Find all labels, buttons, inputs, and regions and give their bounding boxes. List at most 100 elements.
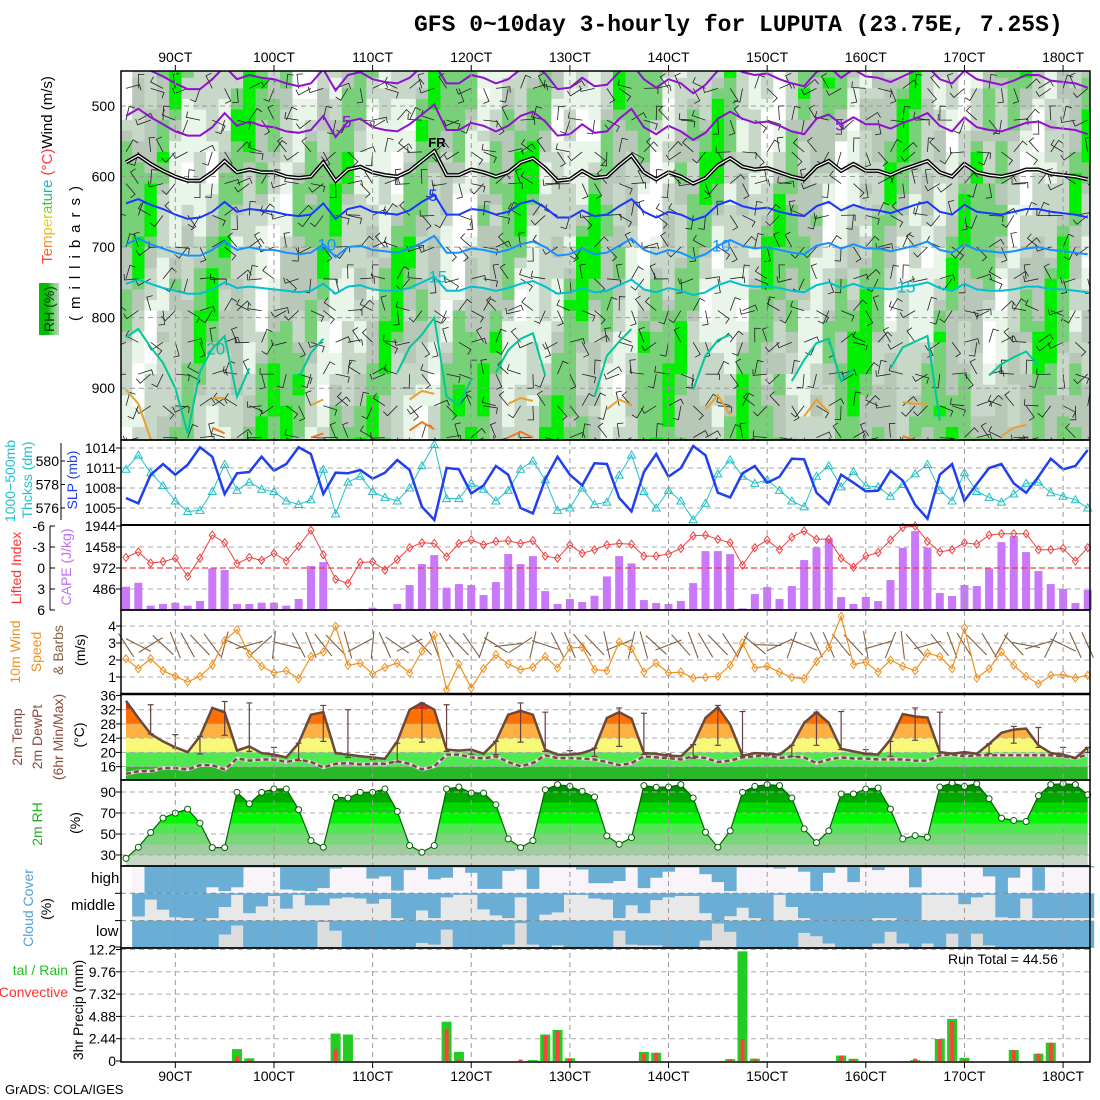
isotherm-line (297, 338, 325, 379)
rh-cell (465, 278, 478, 290)
rh-cell (835, 173, 848, 184)
rh-cell (317, 98, 330, 110)
rh-cell (662, 215, 676, 227)
rh-cell (1044, 183, 1058, 195)
rh-marker (196, 819, 204, 827)
rh-cell (1069, 278, 1082, 290)
rh-cell (896, 395, 910, 407)
rh-cell (329, 236, 343, 248)
rh-cell (551, 363, 565, 375)
rh-cell (329, 363, 343, 375)
rh-cell (982, 236, 996, 248)
rh-cell (847, 257, 861, 269)
rh-cell (921, 405, 935, 417)
wind-barb (668, 398, 684, 407)
rh-cell (995, 71, 1009, 79)
rh-cell (267, 278, 281, 290)
cloud-middle-bar (526, 893, 540, 921)
rh-cell (970, 321, 984, 333)
wind-barb (829, 170, 842, 184)
wind-barb (418, 87, 435, 94)
cloud-high-bar (847, 866, 860, 883)
rh-cell (835, 278, 848, 290)
rh-cell (1044, 427, 1058, 438)
rh-cell (625, 374, 639, 386)
rh-cell (502, 300, 515, 311)
rh-cell (526, 352, 540, 364)
rh-cell (206, 437, 219, 440)
wind-barb (520, 170, 534, 184)
rh-marker (233, 788, 241, 796)
rh-cell (551, 342, 565, 354)
rh-cell (945, 363, 959, 375)
thickness-marker (971, 486, 982, 496)
wind-barb (840, 310, 855, 322)
rh-cell (699, 88, 713, 100)
wind-barb (930, 633, 950, 657)
lifted-index-marker (319, 549, 327, 560)
rh-cell (255, 384, 269, 396)
rh-cell (440, 427, 454, 438)
rh-cell (945, 352, 959, 364)
rh-cell (465, 289, 478, 301)
precip-tick-label: 2.44 (89, 1031, 116, 1047)
rh-cell (292, 204, 306, 216)
temp-minmax-bar (517, 702, 524, 743)
rh-cell (366, 331, 380, 343)
rh-cell (440, 130, 454, 142)
rh-cell (798, 268, 811, 280)
rh-cell (613, 109, 626, 121)
rh-cell (526, 363, 540, 375)
rh-cell (625, 405, 639, 417)
lifted-index-marker (430, 538, 438, 549)
rh-cell (514, 247, 528, 259)
rh-cell (1032, 278, 1046, 290)
rh-cell (1081, 300, 1090, 311)
cloud-low-bar (724, 920, 737, 932)
rh-cell (489, 321, 503, 333)
rh-cell (169, 151, 182, 163)
wind-barb (466, 215, 474, 231)
rh-cell (218, 405, 232, 417)
cloud-low-bar (785, 920, 799, 948)
lifted-index-marker (701, 530, 710, 540)
wind-barb (707, 634, 729, 656)
rh-cell (872, 77, 885, 89)
rh-cell (711, 183, 725, 195)
rh-cell (156, 194, 170, 206)
cloud-low-bar (896, 920, 910, 944)
rh-cell (625, 247, 639, 259)
rh-marker (874, 784, 882, 792)
wind-barb (1001, 300, 1016, 311)
rh-cell (847, 204, 861, 216)
rh-cell (132, 278, 145, 290)
rh-cell (637, 321, 651, 333)
wind-barb (342, 422, 349, 438)
rh-cell (687, 257, 700, 269)
rh-cell (144, 363, 158, 375)
thickness-marker (281, 495, 292, 505)
rh-cell (1019, 225, 1033, 237)
rh-cell (637, 215, 651, 227)
wind-barb (1050, 638, 1076, 652)
rh-cell (193, 141, 207, 153)
cape-bar (812, 547, 821, 610)
wind-barb (224, 393, 238, 407)
wind-barb (307, 86, 324, 94)
cloud-middle-bar (650, 893, 663, 901)
wind-barb (801, 183, 817, 190)
rh-cell (452, 395, 466, 407)
wind-barb (258, 405, 275, 415)
rh-cell (304, 289, 318, 301)
rh-cell (1007, 247, 1021, 259)
rh-cell (847, 236, 861, 248)
rh-cell (403, 141, 417, 153)
wind-barb (866, 278, 879, 293)
rh-cell (230, 427, 244, 438)
rh-cell (267, 416, 281, 428)
rh-cell (156, 77, 170, 89)
rh-cell (452, 342, 466, 354)
rh-cell (230, 151, 244, 163)
rh-cell (477, 71, 491, 79)
rh-cell (144, 151, 158, 163)
